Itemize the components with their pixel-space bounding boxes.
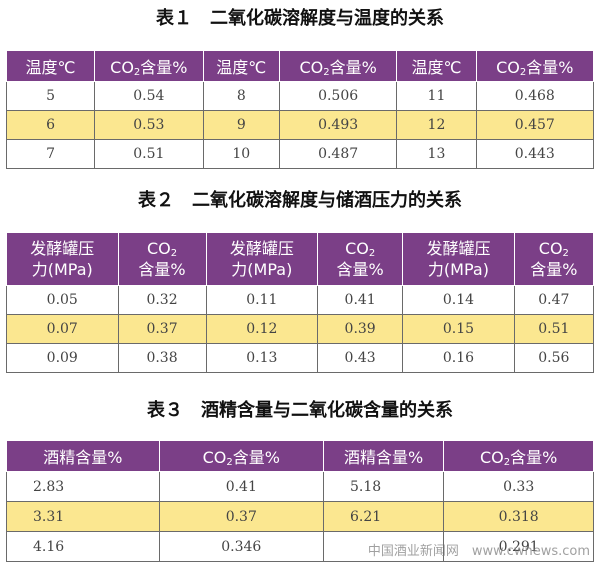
table-cell: 0.37 xyxy=(117,314,207,344)
table-cell: 13 xyxy=(396,139,477,169)
table-2-header-pressure: 发酵罐压 力(MPa) xyxy=(205,232,319,286)
table-cell: 10 xyxy=(202,139,280,169)
table-cell: 9 xyxy=(202,110,280,140)
table-3-header-co2: CO2含量% xyxy=(158,440,324,472)
table-cell: 0.346 xyxy=(158,531,324,562)
table-1-header-temp: 温度℃ xyxy=(5,50,96,82)
table-cell: 3.31 xyxy=(6,501,160,532)
table-cell: 0.12 xyxy=(205,314,319,344)
table-1-header-temp: 温度℃ xyxy=(396,50,477,82)
table-cell: 0.47 xyxy=(513,285,595,315)
table-cell: 0.13 xyxy=(205,343,319,373)
table-row: 5 0.54 8 0.506 11 0.468 xyxy=(5,81,595,111)
table-2-header-co2: CO2 含量% xyxy=(117,232,207,286)
table-cell: 0.41 xyxy=(158,471,324,502)
table-row-highlighted: 0.07 0.37 0.12 0.39 0.15 0.51 xyxy=(6,314,595,344)
table-cell: 0.33 xyxy=(443,471,594,502)
table-row: 0.05 0.32 0.11 0.41 0.14 0.47 xyxy=(6,285,595,315)
table-cell: 0.51 xyxy=(94,139,204,169)
table-cell: 11 xyxy=(396,81,477,111)
table-row: 7 0.51 10 0.487 13 0.443 xyxy=(5,139,595,169)
table-cell: 0.506 xyxy=(278,81,398,111)
table-cell: 5.18 xyxy=(322,471,445,502)
table-2-header-co2: CO2 含量% xyxy=(513,232,595,286)
table-cell: 0.43 xyxy=(317,343,404,373)
table-row: 2.83 0.41 5.18 0.33 xyxy=(6,471,594,502)
table-cell: 0.291 xyxy=(443,531,594,562)
table-cell: 0.318 xyxy=(443,501,594,532)
table-cell: 0.39 xyxy=(317,314,404,344)
table-cell: 0.487 xyxy=(278,139,398,169)
table-2-header-pressure: 发酵罐压 力(MPa) xyxy=(402,232,515,286)
table-3-header-alcohol: 酒精含量% xyxy=(322,440,445,472)
table-cell: 0.38 xyxy=(117,343,207,373)
table-cell: 0.14 xyxy=(402,285,515,315)
table-3-header-alcohol: 酒精含量% xyxy=(6,440,160,472)
table-cell xyxy=(322,531,445,562)
table-2-header-pressure: 发酵罐压 力(MPa) xyxy=(6,232,119,286)
table-cell: 12 xyxy=(396,110,477,140)
table-cell: 0.53 xyxy=(94,110,204,140)
table-cell: 7 xyxy=(5,139,96,169)
table-row: 0.09 0.38 0.13 0.43 0.16 0.56 xyxy=(6,343,595,373)
table-cell: 0.32 xyxy=(117,285,207,315)
table-cell: 0.16 xyxy=(402,343,515,373)
table-1-header-co2: CO2含量% xyxy=(94,50,204,82)
table-1-header-temp: 温度℃ xyxy=(202,50,280,82)
table-2-title: 表２ 二氧化碳溶解度与储酒压力的关系 xyxy=(138,190,462,211)
table-row-highlighted: 6 0.53 9 0.493 12 0.457 xyxy=(5,110,595,140)
table-cell: 0.41 xyxy=(317,285,404,315)
table-cell: 0.56 xyxy=(513,343,595,373)
table-cell: 0.54 xyxy=(94,81,204,111)
table-cell: 0.05 xyxy=(6,285,119,315)
table-1-header-co2: CO2含量% xyxy=(475,50,595,82)
table-cell: 4.16 xyxy=(6,531,160,562)
table-3-title: 表３ 酒精含量与二氧化碳含量的关系 xyxy=(147,400,453,421)
table-cell: 6.21 xyxy=(322,501,445,532)
table-cell: 0.07 xyxy=(6,314,119,344)
table-cell: 8 xyxy=(202,81,280,111)
table-cell: 0.457 xyxy=(475,110,595,140)
table-2: 发酵罐压 力(MPa) CO2 含量% 发酵罐压 力(MPa) CO2 含量% 发酵罐压… xyxy=(6,232,595,373)
table-cell: 0.468 xyxy=(475,81,595,111)
watermark: 中国酒业新闻网 www.cwnews.com xyxy=(367,544,590,559)
table-cell: 0.443 xyxy=(475,139,595,169)
table-cell: 0.493 xyxy=(278,110,398,140)
table-3: 酒精含量% CO2含量% 酒精含量% CO2含量% 2.83 0.41 5.18… xyxy=(6,440,594,562)
table-row-highlighted: 3.31 0.37 6.21 0.318 xyxy=(6,501,594,532)
table-cell: 6 xyxy=(5,110,96,140)
table-1: 温度℃ CO2含量% 温度℃ CO2含量% 温度℃ CO2含量% 5 0.54 … xyxy=(5,50,595,169)
table-cell: 0.51 xyxy=(513,314,595,344)
table-cell: 5 xyxy=(5,81,96,111)
table-cell: 0.11 xyxy=(205,285,319,315)
table-cell: 0.37 xyxy=(158,501,324,532)
table-row: 4.16 0.346 0.291 xyxy=(6,531,594,562)
table-cell: 0.15 xyxy=(402,314,515,344)
table-cell: 2.83 xyxy=(6,471,160,502)
table-3-header-co2: CO2含量% xyxy=(443,440,594,472)
table-cell: 0.09 xyxy=(6,343,119,373)
table-1-title: 表１ 二氧化碳溶解度与温度的关系 xyxy=(156,8,444,29)
table-2-header-co2: CO2 含量% xyxy=(317,232,404,286)
table-1-header-co2: CO2含量% xyxy=(278,50,398,82)
